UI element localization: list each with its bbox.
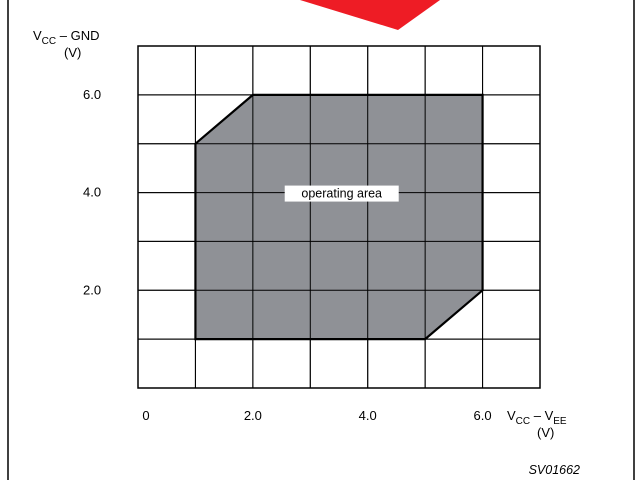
operating-area-region [195, 94, 483, 340]
region-label: operating area [301, 187, 382, 201]
x-tick-label: 0 [142, 408, 149, 423]
watermark-mark [300, 0, 440, 30]
x-tick-label: 2.0 [244, 408, 262, 423]
y-tick-label: 6.0 [83, 87, 101, 102]
y-axis-label: VCC – GND [33, 28, 99, 47]
x-tick-labels: 0 2.0 4.0 6.0 [142, 408, 491, 423]
x-tick-label: 4.0 [359, 408, 377, 423]
y-axis-unit: (V) [64, 45, 81, 60]
operating-area-outline [194, 93, 484, 341]
x-tick-label: 6.0 [474, 408, 492, 423]
region-label-background [284, 185, 399, 202]
y-tick-label: 4.0 [83, 185, 101, 200]
y-tick-label: 2.0 [83, 282, 101, 297]
x-axis-unit: (V) [537, 425, 554, 440]
plot-border [137, 45, 541, 389]
figure-id: SV01662 [529, 463, 580, 477]
y-tick-labels: 2.0 4.0 6.0 [83, 87, 101, 297]
x-axis-label: VCC – VEE [507, 408, 567, 427]
